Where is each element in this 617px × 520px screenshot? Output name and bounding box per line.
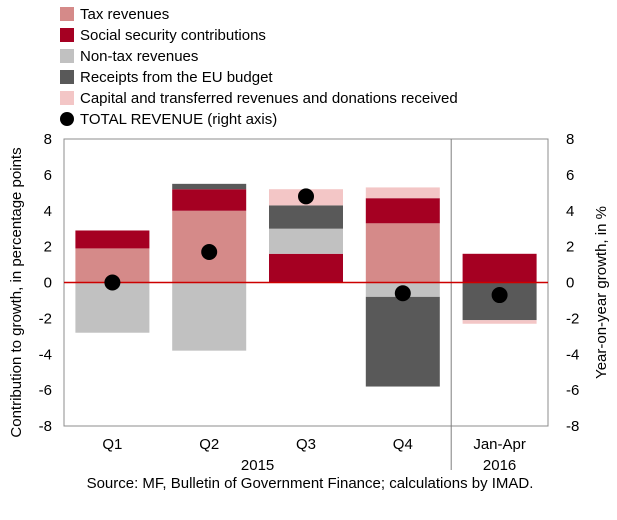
y-tick-label-left: 6 — [44, 167, 52, 184]
y-tick-label-right: -8 — [566, 418, 579, 435]
total-revenue-marker — [394, 285, 411, 302]
x-tick-label: Q1 — [102, 436, 122, 453]
bar-segment — [172, 282, 247, 351]
y-tick-label-left: -6 — [39, 382, 52, 399]
bar-segment — [462, 320, 537, 324]
legend: Tax revenues Social security contribution… — [60, 4, 458, 130]
y-tick-label-right: 0 — [566, 275, 574, 292]
y-tick-label-left: 8 — [44, 131, 52, 148]
total-revenue-marker — [104, 274, 121, 291]
y-tick-label-left: 0 — [44, 275, 52, 292]
bar-segment — [365, 296, 440, 387]
x-tick-label: Jan-Apr — [473, 436, 526, 453]
legend-item: TOTAL REVENUE (right axis) — [60, 109, 458, 130]
legend-swatch — [60, 7, 74, 21]
legend-dot-marker — [60, 112, 74, 126]
total-revenue-marker — [298, 188, 314, 205]
legend-label: Non-tax revenues — [80, 48, 199, 65]
total-revenue-marker — [201, 244, 218, 261]
bar-segment — [365, 198, 440, 224]
bar-segment — [75, 282, 150, 333]
year-label: 2016 — [483, 457, 516, 470]
legend-item: Receipts from the EU budget — [60, 67, 458, 88]
legend-label: TOTAL REVENUE (right axis) — [80, 111, 278, 128]
x-tick-label: Q2 — [199, 436, 219, 453]
legend-swatch — [60, 49, 74, 63]
legend-label: Receipts from the EU budget — [80, 69, 273, 86]
y-tick-label-left: 2 — [44, 239, 52, 256]
total-revenue-marker — [491, 287, 508, 304]
legend-swatch — [60, 28, 74, 42]
legend-item: Tax revenues — [60, 4, 458, 25]
y-tick-label-left: -4 — [39, 346, 52, 363]
stacked-bar-chart: -8 -8 -6 -6 -4 -4 -2 -2 0 0 2 2 4 4 6 6 8 8 Contribution t… — [8, 131, 610, 470]
legend-swatch — [60, 70, 74, 84]
legend-item: Social security contributions — [60, 25, 458, 46]
legend-label: Tax revenues — [80, 6, 170, 23]
bar-segment — [75, 230, 150, 249]
y-axis-title-left: Contribution to growth, in percentage po… — [8, 147, 25, 437]
source-note: Source: MF, Bulletin of Government Finan… — [86, 475, 534, 492]
y-tick-label-left: -2 — [39, 310, 52, 327]
y-tick-label-right: -4 — [566, 346, 579, 363]
y-tick-label-right: 6 — [566, 167, 574, 184]
y-tick-label-left: 4 — [44, 203, 52, 220]
bar-segment — [462, 253, 537, 283]
y-tick-label-right: -2 — [566, 310, 579, 327]
x-tick-label: Q3 — [296, 436, 316, 453]
bar-segment — [365, 187, 440, 199]
y-tick-label-left: -8 — [39, 418, 52, 435]
legend-item: Non-tax revenues — [60, 46, 458, 67]
y-tick-label-right: 2 — [566, 239, 574, 256]
y-axis-title-right: Year-on-year growth, in % — [593, 206, 610, 379]
legend-swatch — [60, 91, 74, 105]
x-tick-label: Q4 — [393, 436, 413, 453]
bar-segment — [172, 183, 247, 190]
y-tick-label-right: 4 — [566, 203, 574, 220]
legend-label: Capital and transferred revenues and don… — [80, 90, 458, 107]
bar-segment — [269, 253, 343, 283]
year-label: 2015 — [241, 457, 274, 470]
bar-segment — [269, 228, 343, 254]
bar-segment — [269, 205, 343, 229]
legend-label: Social security contributions — [80, 27, 266, 44]
y-tick-label-right: -6 — [566, 382, 579, 399]
y-tick-label-right: 8 — [566, 131, 574, 148]
bar-segment — [172, 189, 247, 211]
bar-segment — [365, 223, 440, 283]
legend-item: Capital and transferred revenues and don… — [60, 88, 458, 109]
